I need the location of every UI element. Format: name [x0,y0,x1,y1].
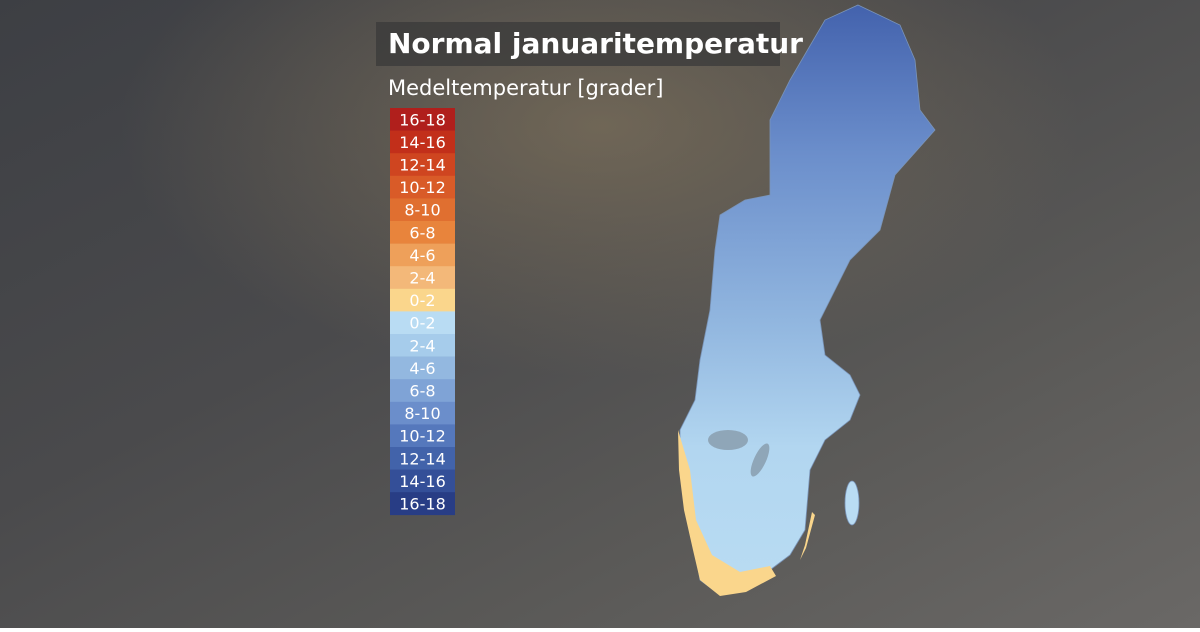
legend-label: 16-18 [399,495,446,514]
legend-swatch [390,198,455,222]
legend-label: 16-18 [399,110,446,129]
legend-label: 0-2 [409,314,435,333]
legend-swatch [390,356,455,380]
legend-label: 14-16 [399,472,446,491]
oland [800,512,815,560]
legend-label: 8-10 [404,201,440,220]
legend-swatch [390,243,455,267]
legend: 16-18 14-16 12-14 10-12 8-10 6-8 4-6 2-4 0-2 0-2 2… [390,108,455,516]
legend-label: 4-6 [409,359,435,378]
legend-swatch [390,492,455,516]
title-box [376,22,780,66]
legend-swatch [390,334,455,357]
legend-label: 2-4 [409,336,435,355]
legend-swatch [390,447,455,470]
legend-label: 2-4 [409,269,435,288]
legend-swatch [390,424,455,448]
legend-swatch [390,401,455,425]
legend-swatch [390,221,455,244]
legend-swatch [390,175,455,199]
legend-swatch [390,108,455,131]
legend-label: 8-10 [404,404,440,423]
title: Normal januaritemperatur [388,27,803,60]
legend-swatch [390,311,455,335]
legend-label: 4-6 [409,246,435,265]
legend-swatch [390,153,455,177]
legend-swatch [390,130,455,154]
legend-label: 12-14 [399,156,446,175]
lake-vanern [708,430,748,450]
legend-swatch [390,288,455,312]
legend-swatch [390,266,455,290]
legend-label: 6-8 [409,382,435,401]
gotland [844,480,860,526]
legend-label: 10-12 [399,427,446,446]
legend-label: 6-8 [409,223,435,242]
legend-swatch [390,469,455,493]
coast-zone [678,430,776,596]
legend-label: 10-12 [399,178,446,197]
subtitle: Medeltemperatur [grader] [388,76,663,100]
legend-label: 12-14 [399,449,446,468]
legend-label: 0-2 [409,291,435,310]
legend-label: 14-16 [399,133,446,152]
legend-swatch [390,379,455,403]
lake-vattern [750,443,770,477]
